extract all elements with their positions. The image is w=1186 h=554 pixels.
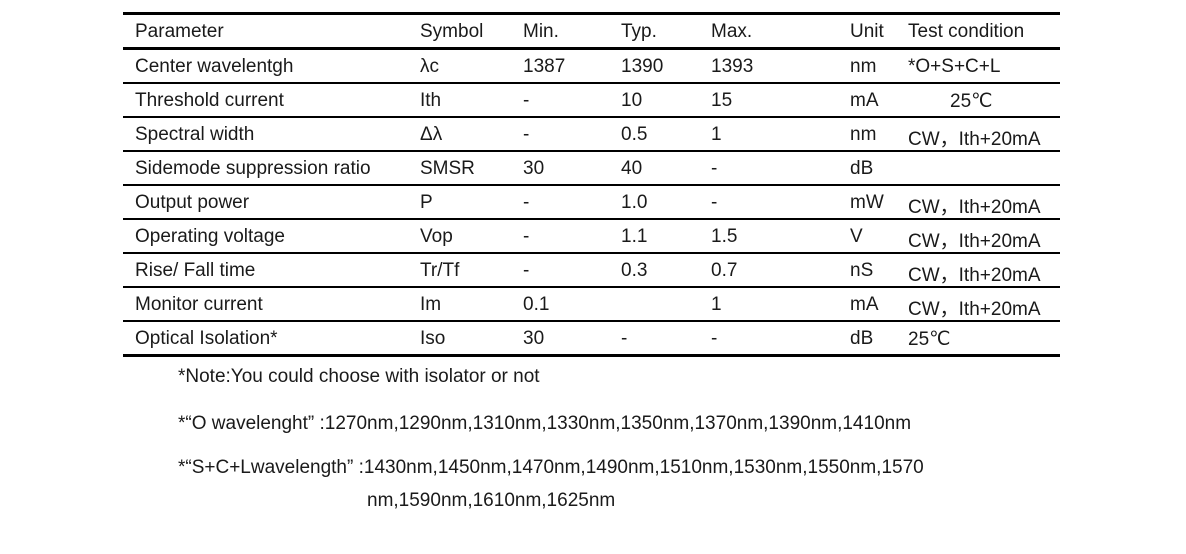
cell-max: - [711, 158, 718, 179]
cell-parameter: Spectral width [135, 124, 255, 145]
table-row: Threshold current Ith - 10 15 mA 25℃ [123, 84, 1060, 118]
cell-max: 0.7 [711, 260, 738, 281]
cell-min: - [523, 226, 530, 247]
header-parameter: Parameter [135, 21, 224, 42]
cell-symbol: λc [420, 56, 439, 77]
table-row: Output power P - 1.0 - mW CW，Ith+20mA [123, 186, 1060, 220]
cell-typ: 1.1 [621, 226, 648, 247]
header-unit: Unit [850, 21, 884, 42]
cell-symbol: Tr/Tf [420, 260, 460, 281]
note-isolator: *Note:You could choose with isolator or … [178, 366, 540, 387]
cell-max: 15 [711, 90, 733, 111]
cell-min: - [523, 260, 530, 281]
cell-typ: 0.3 [621, 260, 648, 281]
cell-parameter: Operating voltage [135, 226, 285, 247]
cell-parameter: Center wavelentgh [135, 56, 294, 77]
cell-unit: dB [850, 158, 874, 179]
table-row: Spectral width Δλ - 0.5 1 nm CW，Ith+20mA [123, 118, 1060, 152]
cell-test-condition: CW，Ith+20mA [908, 265, 1041, 286]
cell-max: 1.5 [711, 226, 738, 247]
cell-unit: mW [850, 192, 884, 213]
cell-test-condition: CW，Ith+20mA [908, 231, 1041, 252]
cell-parameter: Optical Isolation* [135, 328, 278, 349]
cell-unit: mA [850, 90, 879, 111]
cell-parameter: Sidemode suppression ratio [135, 158, 371, 179]
cell-min: 0.1 [523, 294, 550, 315]
cell-max: 1 [711, 124, 722, 145]
cell-typ: 10 [621, 90, 643, 111]
cell-min: - [523, 90, 530, 111]
cell-symbol: Im [420, 294, 442, 315]
table-row: Operating voltage Vop - 1.1 1.5 V CW，Ith+20mA [123, 220, 1060, 254]
cell-max: - [711, 192, 718, 213]
cell-test-condition: 25℃ [950, 91, 993, 112]
cell-min: 1387 [523, 56, 566, 77]
cell-unit: nm [850, 56, 877, 77]
cell-parameter: Rise/ Fall time [135, 260, 256, 281]
cell-test-condition: CW，Ith+20mA [908, 197, 1041, 218]
spec-table: Parameter Symbol Min. Typ. Max. Unit Tes… [123, 12, 1060, 357]
cell-parameter: Output power [135, 192, 250, 213]
cell-symbol: SMSR [420, 158, 475, 179]
cell-test-condition: 25℃ [908, 329, 951, 350]
cell-min: - [523, 192, 530, 213]
cell-parameter: Monitor current [135, 294, 263, 315]
cell-symbol: P [420, 192, 433, 213]
cell-unit: V [850, 226, 863, 247]
cell-typ: 1390 [621, 56, 664, 77]
table-row: Center wavelentgh λc 1387 1390 1393 nm *O+S+C+… [123, 50, 1060, 84]
cell-symbol: Vop [420, 226, 453, 247]
cell-typ: 40 [621, 158, 643, 179]
cell-max: 1393 [711, 56, 754, 77]
table-row: Monitor current Im 0.1 1 mA CW，Ith+20mA [123, 288, 1060, 322]
cell-min: 30 [523, 158, 545, 179]
cell-typ: 1.0 [621, 192, 648, 213]
table-header-row: Parameter Symbol Min. Typ. Max. Unit Tes… [123, 15, 1060, 50]
header-min: Min. [523, 21, 559, 42]
table-row: Optical Isolation* Iso 30 - - dB 25℃ [123, 322, 1060, 354]
cell-typ: - [621, 328, 628, 349]
cell-symbol: Ith [420, 90, 442, 111]
cell-unit: dB [850, 328, 874, 349]
header-max: Max. [711, 21, 753, 42]
cell-max: 1 [711, 294, 722, 315]
cell-test-condition: CW，Ith+20mA [908, 129, 1041, 150]
cell-unit: nS [850, 260, 874, 281]
table-row: Sidemode suppression ratio SMSR 30 40 - dB [123, 152, 1060, 186]
header-typ: Typ. [621, 21, 657, 42]
cell-unit: mA [850, 294, 879, 315]
header-test-condition: Test condition [908, 21, 1025, 42]
cell-test-condition: CW，Ith+20mA [908, 299, 1041, 320]
header-symbol: Symbol [420, 21, 484, 42]
cell-max: - [711, 328, 718, 349]
note-o-wavelength: *“O wavelenght” :1270nm,1290nm,1310nm,13… [178, 413, 912, 434]
cell-min: - [523, 124, 530, 145]
cell-unit: nm [850, 124, 877, 145]
cell-parameter: Threshold current [135, 90, 284, 111]
cell-min: 30 [523, 328, 545, 349]
cell-symbol: Δλ [420, 124, 443, 145]
cell-symbol: Iso [420, 328, 446, 349]
table-row: Rise/ Fall time Tr/Tf - 0.3 0.7 nS CW，Ith+20mA [123, 254, 1060, 288]
cell-test-condition: *O+S+C+L [908, 56, 1001, 77]
note-scl-wavelength-cont: nm,1590nm,1610nm,1625nm [367, 490, 616, 511]
note-scl-wavelength: *“S+C+Lwavelength” :1430nm,1450nm,1470nm… [178, 457, 924, 478]
cell-typ: 0.5 [621, 124, 648, 145]
